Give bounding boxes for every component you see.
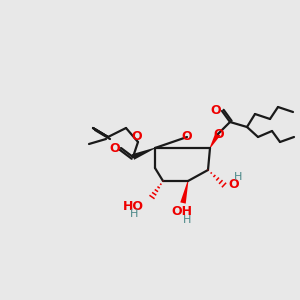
Text: OH: OH [172,205,193,218]
Polygon shape [180,181,188,204]
Text: O: O [182,130,192,142]
Polygon shape [132,148,155,160]
Text: H: H [130,209,138,219]
Text: H: H [234,172,242,182]
Text: O: O [110,142,120,154]
Polygon shape [210,133,220,148]
Text: HO: HO [123,200,144,213]
Text: H: H [183,215,191,225]
Text: O: O [214,128,224,142]
Text: O: O [211,104,221,118]
Text: O: O [228,178,238,190]
Text: O: O [132,130,142,143]
